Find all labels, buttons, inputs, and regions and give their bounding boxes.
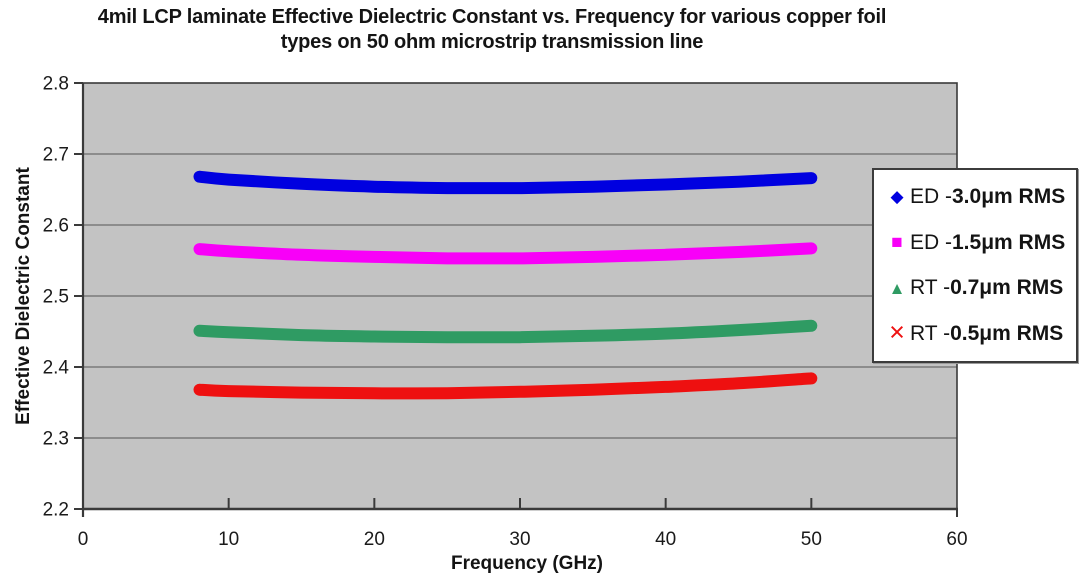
legend-label-prefix: RT - <box>910 276 951 300</box>
series-line-x <box>193 372 818 400</box>
legend-label-prefix: ED - <box>910 230 952 254</box>
triangle-marker-icon: ▲ <box>888 278 906 298</box>
y-tick-label-2.8: 2.8 <box>43 74 69 95</box>
legend: ◆ ED - 3.0μm RMS ■ ED - 1.5μm RMS ▲ RT - 0.7μ… <box>872 168 1078 363</box>
x-marker-icon: × <box>889 317 905 348</box>
series-line-square <box>193 242 818 265</box>
legend-item-2: ■ ED - 1.5μm RMS <box>884 231 1074 255</box>
legend-label-spec: 0.7μm RMS <box>950 276 1064 300</box>
series-line-diamond <box>193 170 818 195</box>
legend-item-3: ▲ RT - 0.7μm RMS <box>884 276 1074 300</box>
legend-item-1: ◆ ED - 3.0μm RMS <box>884 185 1074 209</box>
x-tick-label-50: 50 <box>801 529 822 550</box>
legend-item-4: × RT - 0.5μm RMS <box>884 317 1074 348</box>
legend-label-spec: 3.0μm RMS <box>952 184 1066 208</box>
legend-label-prefix: RT - <box>910 322 951 346</box>
legend-label-spec: 0.5μm RMS <box>950 322 1064 346</box>
x-tick-label-0: 0 <box>78 529 89 550</box>
legend-label-spec: 1.5μm RMS <box>952 230 1066 254</box>
y-tick-label-2.2: 2.2 <box>43 500 69 521</box>
y-tick-label-2.5: 2.5 <box>43 287 69 308</box>
y-tick-label-2.4: 2.4 <box>43 358 70 379</box>
x-axis-title: Frequency (GHz) <box>450 553 604 574</box>
x-tick-label-40: 40 <box>655 529 676 550</box>
y-tick-label-2.3: 2.3 <box>43 429 69 450</box>
x-tick-label-60: 60 <box>946 529 967 550</box>
x-tick-label-30: 30 <box>509 529 530 550</box>
diamond-marker-icon: ◆ <box>890 187 904 207</box>
chart-title-line-2: types on 50 ohm microstrip transmission … <box>280 31 704 53</box>
series-line-triangle <box>193 319 818 344</box>
chart-title-line-1: 4mil LCP laminate Effective Dielectric C… <box>97 6 887 28</box>
y-tick-label-2.7: 2.7 <box>43 145 69 166</box>
chart-title: 4mil LCP laminate Effective Dielectric C… <box>0 5 984 55</box>
x-tick-label-10: 10 <box>218 529 239 550</box>
legend-label-prefix: ED - <box>910 184 952 208</box>
y-tick-label-2.6: 2.6 <box>43 216 69 237</box>
x-tick-label-20: 20 <box>364 529 385 550</box>
square-marker-icon: ■ <box>891 232 903 254</box>
